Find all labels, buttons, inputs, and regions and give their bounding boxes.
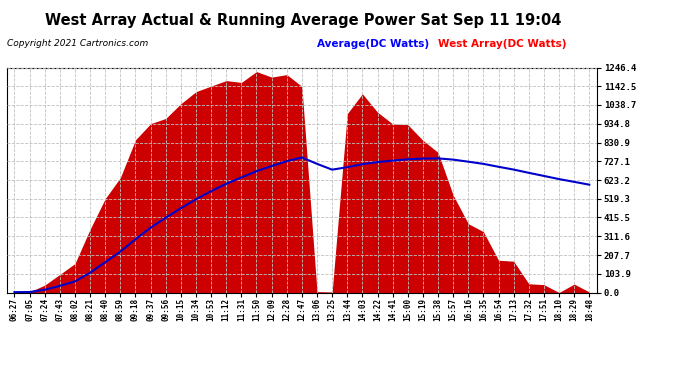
Text: West Array(DC Watts): West Array(DC Watts)	[438, 39, 566, 50]
Text: West Array Actual & Running Average Power Sat Sep 11 19:04: West Array Actual & Running Average Powe…	[46, 13, 562, 28]
Text: Copyright 2021 Cartronics.com: Copyright 2021 Cartronics.com	[7, 39, 148, 48]
Text: Average(DC Watts): Average(DC Watts)	[317, 39, 429, 50]
